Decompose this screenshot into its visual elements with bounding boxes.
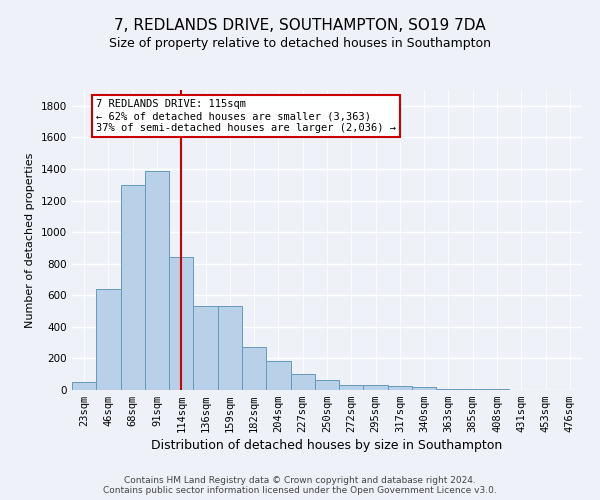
Bar [364, 386, 388, 390]
Bar [412, 387, 436, 390]
X-axis label: Distribution of detached houses by size in Southampton: Distribution of detached houses by size … [151, 440, 503, 452]
Text: Size of property relative to detached houses in Southampton: Size of property relative to detached ho… [109, 38, 491, 51]
Text: 7, REDLANDS DRIVE, SOUTHAMPTON, SO19 7DA: 7, REDLANDS DRIVE, SOUTHAMPTON, SO19 7DA [114, 18, 486, 32]
Bar [218, 306, 242, 390]
Bar [290, 374, 315, 390]
Bar [485, 389, 509, 390]
Bar [388, 386, 412, 390]
Bar [339, 386, 364, 390]
Bar [266, 361, 290, 390]
Bar [96, 289, 121, 390]
Y-axis label: Number of detached properties: Number of detached properties [25, 152, 35, 328]
Text: 7 REDLANDS DRIVE: 115sqm
← 62% of detached houses are smaller (3,363)
37% of sem: 7 REDLANDS DRIVE: 115sqm ← 62% of detach… [96, 100, 396, 132]
Bar [315, 380, 339, 390]
Text: Contains HM Land Registry data © Crown copyright and database right 2024.
Contai: Contains HM Land Registry data © Crown c… [103, 476, 497, 495]
Bar [193, 306, 218, 390]
Bar [436, 388, 461, 390]
Bar [169, 258, 193, 390]
Bar [145, 170, 169, 390]
Bar [72, 382, 96, 390]
Bar [461, 389, 485, 390]
Bar [121, 184, 145, 390]
Bar [242, 348, 266, 390]
